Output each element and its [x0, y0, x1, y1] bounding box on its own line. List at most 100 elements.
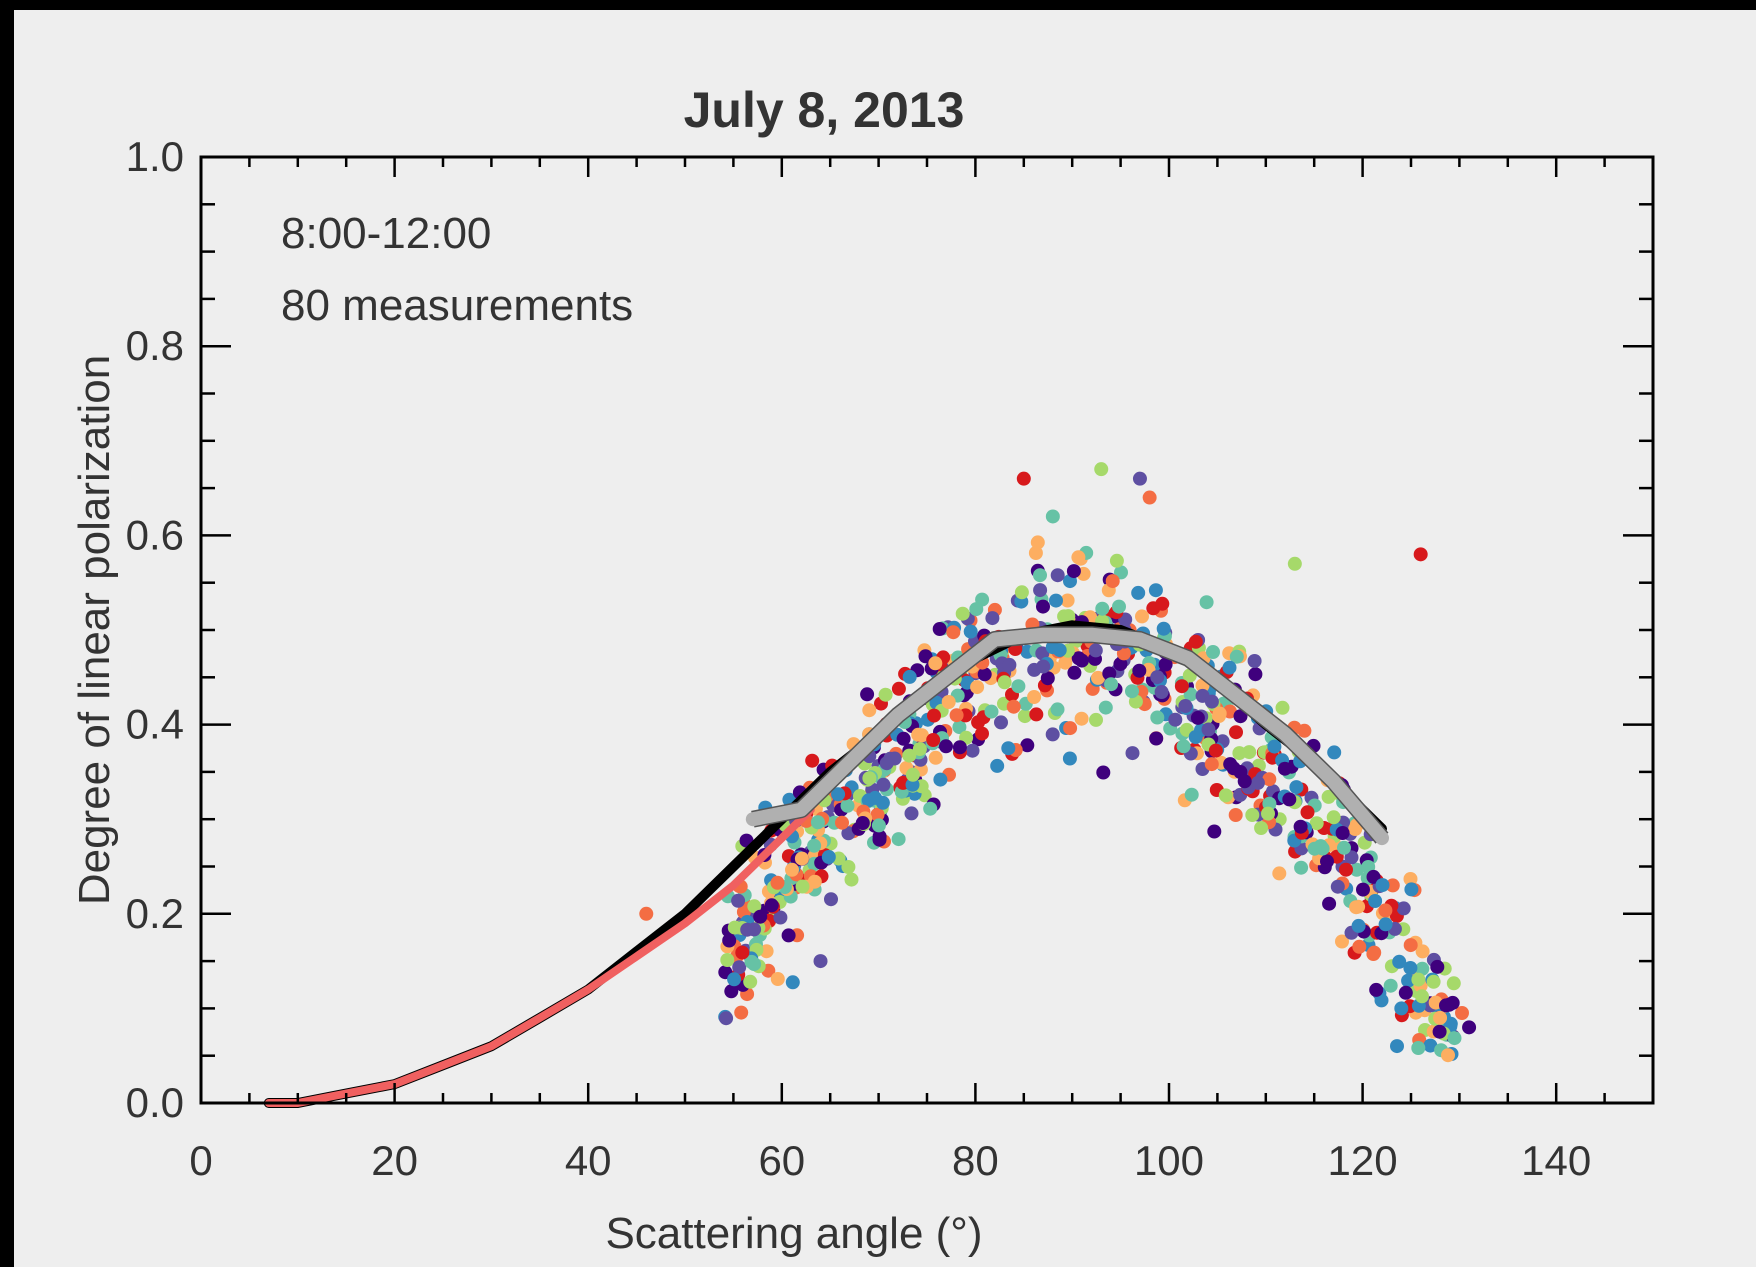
scatter-point [719, 1011, 734, 1026]
scatter-point [872, 832, 887, 847]
scatter-point [724, 984, 739, 999]
scatter-point [1232, 746, 1247, 761]
scatter-point [1367, 945, 1382, 960]
scatter-point [905, 767, 920, 782]
scatter-point [975, 726, 989, 741]
scatter-point [918, 649, 933, 664]
scatter-point [855, 816, 870, 830]
scatter-point [1293, 819, 1308, 834]
scatter-point [1415, 944, 1430, 959]
scatter-point [1071, 651, 1086, 666]
scatter-point [1339, 862, 1353, 877]
scatter-point [1135, 609, 1149, 624]
scatter-point [1366, 869, 1381, 884]
scatter-point [1132, 663, 1147, 678]
scatter-point [795, 879, 810, 894]
x-tick-label: 60 [758, 1137, 805, 1184]
scatter-point [844, 872, 859, 887]
scatter-point [1309, 816, 1324, 831]
scatter-point [835, 815, 849, 830]
scatter-point [639, 906, 654, 921]
scatter-point [1155, 596, 1170, 611]
scatter-point [1156, 621, 1171, 636]
scatter-point [1349, 900, 1364, 915]
scatter-point [1222, 660, 1237, 675]
scatter-point [1112, 599, 1126, 614]
scatter-point [747, 957, 762, 972]
scatter-point [1411, 972, 1426, 987]
scatter-point [928, 750, 943, 765]
scatter-point [1204, 757, 1219, 772]
x-tick-label: 80 [952, 1137, 999, 1184]
scatter-point [1071, 550, 1086, 565]
scatter-point [933, 772, 948, 787]
scatter-point [1398, 985, 1413, 1000]
scatter-point [720, 953, 735, 967]
y-tick-label: 0.4 [126, 701, 184, 748]
scatter-point [1061, 609, 1076, 624]
scatter-point [1233, 709, 1248, 724]
scatter-point [879, 756, 894, 771]
scatter-point [1142, 490, 1157, 505]
scatter-point [923, 801, 938, 816]
scatter-point [1011, 679, 1026, 694]
scatter-point [1089, 712, 1103, 727]
scatter-point [1351, 918, 1366, 933]
scatter-point [946, 625, 961, 640]
scatter-point [1287, 556, 1302, 571]
scatter-point [1208, 743, 1223, 758]
scatter-point [939, 739, 953, 754]
scatter-point [912, 742, 927, 756]
scatter-point [878, 687, 893, 702]
scatter-point [807, 874, 822, 889]
scatter-point [860, 687, 875, 702]
scatter-point [753, 909, 768, 924]
scatter-point [1178, 699, 1193, 713]
scatter-point [1390, 1039, 1404, 1054]
scatter-point [1378, 917, 1393, 932]
scatter-point [990, 758, 1005, 773]
scatter-point [1300, 805, 1315, 820]
scatter-point [971, 715, 986, 730]
scatter-point [810, 815, 825, 830]
scatter-point [1320, 854, 1334, 869]
scatter-point [813, 954, 828, 969]
scatter-point [1114, 565, 1128, 580]
scatter-point [1105, 574, 1120, 589]
scatter-point [1348, 822, 1363, 836]
scatter-point [1411, 1041, 1426, 1055]
scatter-point [1374, 993, 1389, 1008]
scatter-point [1229, 725, 1243, 740]
scatter-point [1403, 872, 1418, 886]
scatter-point [770, 875, 785, 890]
scatter-point [904, 806, 919, 821]
scatter-point [949, 708, 964, 723]
scatter-point [1149, 731, 1164, 746]
scatter-point [1045, 509, 1060, 524]
scatter-point [773, 910, 788, 925]
scatter-point [1262, 772, 1277, 787]
y-tick-label: 0.2 [126, 890, 184, 937]
scatter-point [1113, 657, 1128, 672]
scatter-point [747, 899, 762, 914]
scatter-point [902, 669, 917, 684]
scatter-point [1335, 934, 1349, 949]
scatter-point [1062, 751, 1077, 766]
scatter-point [1441, 1048, 1455, 1063]
scatter-point [1330, 879, 1345, 894]
scatter-point [841, 860, 856, 874]
scatter-point [952, 720, 967, 735]
scatter-point [1272, 866, 1287, 881]
scatter-point [781, 928, 796, 943]
scatter-point [1036, 659, 1051, 674]
scatter-point [891, 832, 906, 847]
scatter-point [1174, 679, 1189, 694]
scatter-point [1020, 738, 1035, 753]
scatter-point [1337, 840, 1351, 855]
scatter-point [1091, 670, 1105, 685]
scatter-point [1432, 1024, 1447, 1039]
scatter-point [1001, 741, 1016, 756]
scatter-point [1095, 601, 1110, 616]
scatter-point [1392, 954, 1407, 969]
x-tick-label: 0 [189, 1137, 212, 1184]
